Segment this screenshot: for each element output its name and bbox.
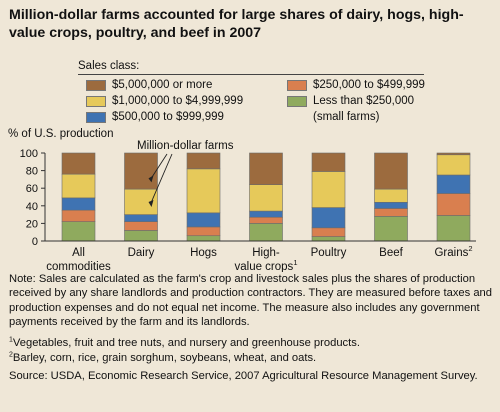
y-tick-label: 80 — [26, 166, 38, 178]
category-label: High-value crops1 — [235, 247, 298, 272]
source-note: Source: USDA, Economic Research Service,… — [9, 370, 478, 382]
legend-label-250k-500k: $250,000 to $499,999 — [313, 79, 425, 91]
bar-segment — [124, 214, 158, 222]
legend-swatch-1m-5m — [86, 96, 106, 107]
category-label: Grains2 — [434, 244, 472, 259]
bar-segment — [249, 223, 283, 242]
bar-segment — [61, 152, 96, 175]
category-label: All commodities — [46, 247, 111, 272]
bar-segment — [124, 221, 158, 231]
footnote-1: 1Vegetables, fruit and tree nuts, and nu… — [9, 336, 495, 350]
bar-segment — [249, 210, 283, 218]
bar-segment — [186, 168, 221, 214]
bar-segment — [374, 208, 408, 217]
bar-segment — [436, 215, 471, 242]
legend-label-1m-5m: $1,000,000 to $4,999,999 — [112, 95, 244, 107]
y-axis-label: % of U.S. production — [8, 128, 113, 140]
bar-segment — [436, 174, 471, 194]
bar-segment — [249, 184, 283, 212]
annotation-arrow-2 — [150, 153, 173, 205]
y-tick-label: 40 — [26, 201, 38, 213]
annotation-arrow-1 — [150, 153, 168, 180]
bar-segment — [311, 207, 346, 229]
footnote-1-text: Vegetables, fruit and tree nuts, and nur… — [12, 337, 360, 349]
bar-segment — [124, 188, 158, 215]
bar-segment — [374, 152, 408, 190]
bar-segment — [249, 216, 283, 224]
bar-segment — [124, 230, 158, 242]
footnote-2-text: Barley, corn, rice, grain sorghum, soybe… — [12, 352, 317, 364]
category-label: Hogs — [190, 247, 217, 259]
chart-title: Million-dollar farms accounted for large… — [9, 7, 464, 41]
bar-segment — [374, 201, 408, 209]
y-tick-label: 0 — [32, 236, 38, 248]
bar-segment — [186, 212, 221, 228]
bar-segment — [249, 152, 283, 185]
y-tick-label: 20 — [26, 218, 38, 230]
legend-heading: Sales class: — [78, 60, 140, 72]
legend-note-small-farms: (small farms) — [313, 111, 380, 123]
bar-segment — [186, 235, 221, 242]
annotation-arrowhead-2 — [148, 200, 154, 208]
footnote-2-mark: 2 — [9, 351, 13, 359]
y-tick-label: 100 — [20, 148, 38, 160]
bar-segment — [311, 227, 346, 237]
bar-segment — [61, 221, 96, 242]
legend-label-5m-plus: $5,000,000 or more — [112, 79, 213, 91]
annotation-million-dollar-farms: Million-dollar farms — [137, 140, 234, 152]
bar-segment — [186, 226, 221, 237]
category-label: Dairy — [128, 247, 155, 259]
category-label: Poultry — [311, 247, 347, 259]
note-main: Note: Sales are calculated as the farm's… — [9, 273, 493, 328]
y-tick-label: 60 — [26, 183, 38, 195]
bar-segment — [311, 152, 346, 172]
bar-segment — [61, 173, 96, 199]
legend-swatch-500k-1m — [86, 112, 106, 123]
bar-segment — [374, 216, 408, 242]
footnote-1-mark: 1 — [9, 336, 13, 344]
legend-label-500k-1m: $500,000 to $999,999 — [112, 111, 224, 123]
bar-segment — [436, 154, 471, 176]
bar-segment — [61, 209, 96, 222]
bar-segment — [311, 171, 346, 208]
stacked-bar-chart: % of U.S. production 0 20 40 60 80 100 All commo… — [8, 128, 476, 272]
footnote-2: 2Barley, corn, rice, grain sorghum, soyb… — [9, 351, 495, 365]
legend-swatch-5m-plus — [86, 80, 106, 91]
bar-segment — [311, 236, 346, 242]
bar-segment — [436, 193, 471, 216]
legend-swatch-under-250k — [287, 96, 307, 107]
legend-swatch-250k-500k — [287, 80, 307, 91]
bar-segment — [124, 152, 158, 190]
bar-segment — [374, 188, 408, 203]
bar-segment — [436, 152, 471, 156]
bar-segment — [186, 152, 221, 170]
annotation-arrowhead-1 — [148, 175, 154, 183]
legend-divider — [78, 74, 424, 75]
bar-segment — [61, 197, 96, 211]
category-label: Beef — [379, 247, 403, 259]
legend-label-under-250k: Less than $250,000 — [313, 95, 415, 107]
